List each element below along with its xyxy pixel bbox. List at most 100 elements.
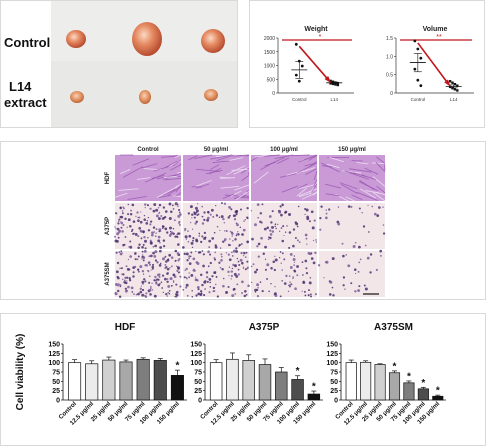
- bar: [153, 360, 167, 401]
- micro-cell-dot: [309, 293, 312, 296]
- micro-cell-dot: [228, 266, 231, 268]
- micro-cell-dot: [241, 261, 244, 265]
- micro-cell-dot: [296, 274, 299, 277]
- micro-cell-dot: [243, 220, 245, 222]
- l14-point: [451, 81, 454, 84]
- micro-cell-dot: [325, 260, 329, 264]
- micro-cell-dot: [117, 236, 120, 239]
- micro-cell-dot: [189, 221, 192, 224]
- micro-cell-dot: [218, 216, 221, 219]
- micro-cell-fiber: [344, 170, 357, 175]
- micro-cell-dot: [239, 258, 243, 262]
- control-point: [413, 39, 417, 43]
- micro-cell-dot: [297, 205, 300, 208]
- micro-cell-dot: [179, 224, 181, 226]
- micro-cell-dot: [115, 251, 118, 254]
- micro-cell-dot: [205, 271, 209, 274]
- micro-cell-dot: [143, 256, 146, 259]
- micro-cell-dot: [139, 290, 143, 294]
- micro-cell-fiber: [144, 172, 167, 183]
- bar: [170, 375, 184, 401]
- micro-cell-dot: [169, 277, 173, 281]
- micro-cell-dot: [358, 285, 361, 288]
- micro-cell-dot: [288, 213, 292, 217]
- micro-cell-dot: [231, 235, 234, 237]
- micro-cell-dot: [136, 268, 140, 271]
- significance-star: *: [407, 371, 411, 382]
- micro-cell-dot: [284, 231, 287, 233]
- micro-cell-dot: [162, 257, 165, 261]
- scatter-title: Volume: [423, 26, 448, 33]
- micro-cell-dot: [193, 212, 197, 216]
- micro-cell-dot: [164, 227, 168, 231]
- micro-cell-dot: [186, 259, 189, 262]
- micro-cell-dot: [192, 269, 194, 272]
- bar-panel: Cell viability (%) HDF 0 25 50 75 100 125 150 Con…: [0, 313, 486, 446]
- micro-cell-dot: [191, 213, 194, 216]
- scatter-chart-1: Weight 0 500 1000 1500 2000 Control L14 *: [264, 26, 354, 102]
- micro-cell-fiber: [365, 190, 379, 194]
- micro-cell-fiber: [226, 165, 246, 176]
- micro-cell-dot: [228, 258, 232, 262]
- micro-cell-dot: [157, 206, 160, 209]
- micro-cell-dot: [121, 230, 124, 233]
- micro-cell-dot: [137, 292, 140, 296]
- micro-cell: [250, 203, 317, 249]
- micro-cell-dot: [207, 265, 210, 268]
- micro-cell-fiber: [167, 185, 182, 196]
- micro-cell-dot: [270, 266, 273, 270]
- micro-cell-dot: [115, 270, 119, 274]
- micro-cell-fiber: [253, 171, 269, 184]
- micro-cell-dot: [117, 222, 120, 225]
- micro-cell-dot: [201, 235, 204, 238]
- micro-cell-dot: [133, 232, 135, 235]
- micro-cell: [251, 251, 317, 298]
- micro-cell-dot: [183, 252, 186, 256]
- micro-cell-dot: [154, 259, 158, 262]
- y-tick-label: 100: [48, 360, 60, 367]
- micro-cell-dot: [236, 233, 239, 236]
- micro-cell-dot: [128, 246, 130, 248]
- micro-cell-dot: [233, 272, 237, 276]
- micro-cell-dot: [277, 223, 279, 225]
- micro-cell-dot: [233, 218, 237, 221]
- bar: [242, 360, 255, 401]
- micro-cell-dot: [188, 257, 190, 259]
- micro-cell-dot: [120, 226, 123, 229]
- micro-cell: [182, 202, 250, 250]
- micro-cell-dot: [188, 272, 190, 274]
- micro-cell-dot: [116, 240, 119, 243]
- micro-cell-dot: [378, 206, 381, 209]
- micro-cell-dot: [292, 244, 295, 248]
- micro-cell-fiber: [163, 175, 178, 178]
- micro-cell-dot: [137, 255, 140, 258]
- micro-cell-dot: [206, 218, 210, 222]
- micro-cell-dot: [158, 275, 161, 278]
- l14-point: [334, 83, 337, 86]
- micro-cell-dot: [250, 210, 253, 212]
- micro-cell-fiber: [173, 195, 182, 198]
- micro-cell-dot: [254, 223, 257, 227]
- micro-cell-dot: [214, 251, 217, 254]
- micro-cell-dot: [137, 219, 140, 223]
- micro-cell-dot: [189, 205, 193, 209]
- micro-cell-dot: [315, 239, 317, 241]
- micro-cell-dot: [172, 280, 175, 282]
- micro-cell-fiber: [210, 154, 232, 160]
- control-point: [413, 67, 417, 71]
- micro-cell-dot: [312, 261, 316, 265]
- micro-cell-dot: [126, 226, 128, 229]
- micro-cell-dot: [302, 274, 304, 276]
- micro-cell-dot: [274, 285, 276, 288]
- micro-cell-dot: [179, 213, 182, 216]
- micro-cell-fiber: [349, 168, 372, 173]
- micro-cell-dot: [227, 286, 230, 289]
- micro-cell-fiber: [240, 167, 250, 174]
- micro-cell-dot: [175, 290, 179, 294]
- micro-cell-dot: [142, 254, 144, 256]
- micro-cell-dot: [255, 288, 259, 292]
- micro-column-label: Control: [137, 147, 159, 153]
- micro-cell-dot: [280, 213, 283, 217]
- micro-cell-dot: [266, 226, 270, 230]
- micro-cell-dot: [233, 287, 235, 290]
